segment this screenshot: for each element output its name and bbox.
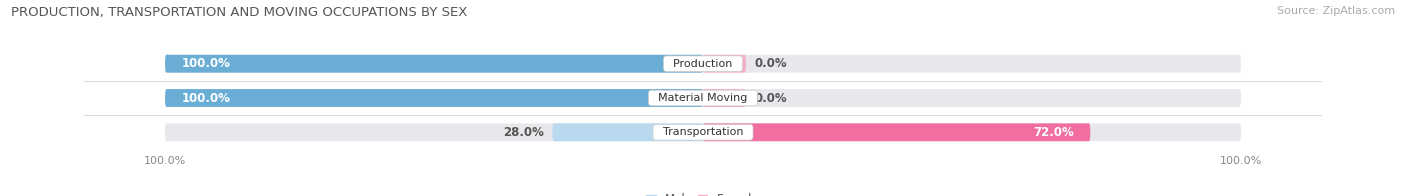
Text: Production: Production — [666, 59, 740, 69]
Text: 0.0%: 0.0% — [754, 92, 787, 104]
FancyBboxPatch shape — [703, 89, 747, 107]
Legend: Male, Female: Male, Female — [641, 188, 765, 196]
Text: PRODUCTION, TRANSPORTATION AND MOVING OCCUPATIONS BY SEX: PRODUCTION, TRANSPORTATION AND MOVING OC… — [11, 6, 468, 19]
Text: 72.0%: 72.0% — [1033, 126, 1074, 139]
FancyBboxPatch shape — [553, 123, 703, 141]
Text: Transportation: Transportation — [655, 127, 751, 137]
FancyBboxPatch shape — [165, 55, 1241, 73]
FancyBboxPatch shape — [165, 123, 1241, 141]
Text: 28.0%: 28.0% — [503, 126, 544, 139]
Text: 0.0%: 0.0% — [754, 57, 787, 70]
FancyBboxPatch shape — [165, 89, 703, 107]
Text: 100.0%: 100.0% — [181, 92, 231, 104]
Text: Material Moving: Material Moving — [651, 93, 755, 103]
FancyBboxPatch shape — [165, 89, 1241, 107]
FancyBboxPatch shape — [165, 55, 703, 73]
FancyBboxPatch shape — [703, 55, 747, 73]
Text: 100.0%: 100.0% — [181, 57, 231, 70]
Text: Source: ZipAtlas.com: Source: ZipAtlas.com — [1277, 6, 1395, 16]
FancyBboxPatch shape — [703, 123, 1090, 141]
